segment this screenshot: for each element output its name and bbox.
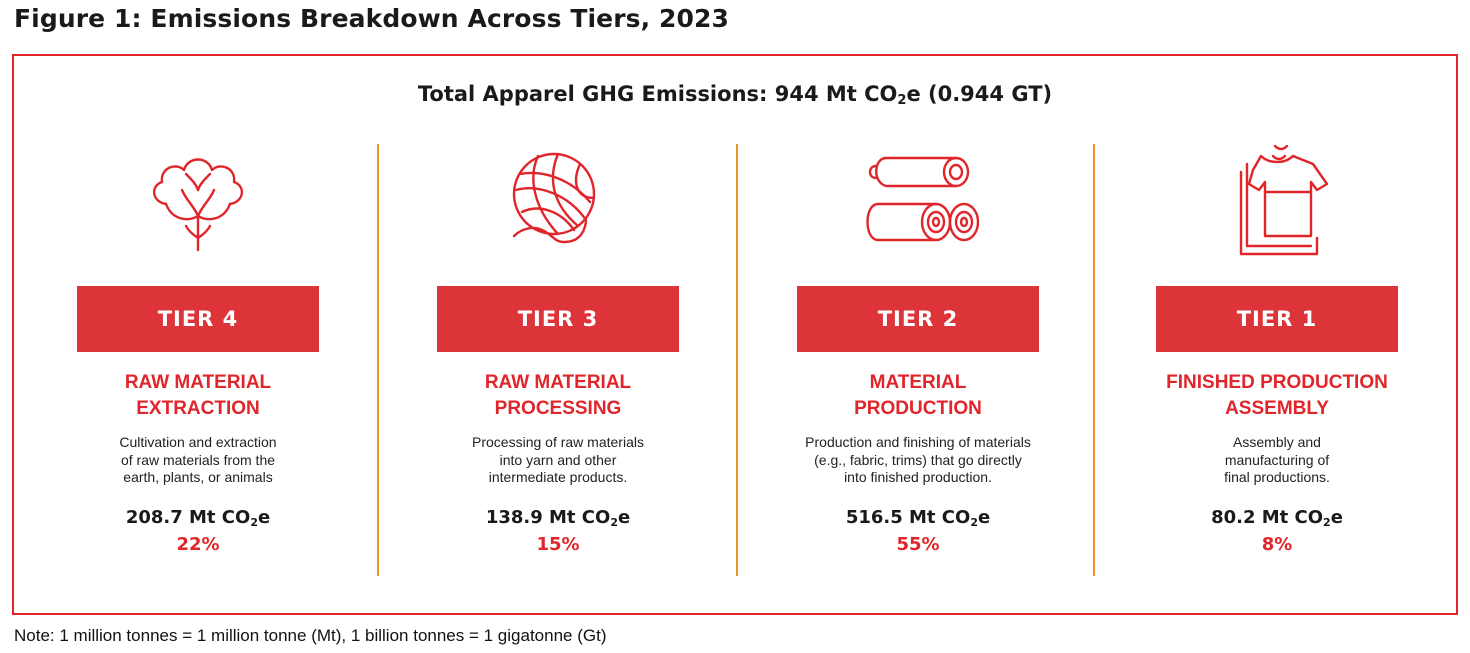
tier-emissions-value: 138.9 Mt CO2e: [485, 507, 631, 529]
tier-percent: 8%: [1261, 534, 1293, 555]
tier-label-box: TIER 2: [797, 286, 1039, 352]
figure-title: Figure 1: Emissions Breakdown Across Tie…: [14, 4, 730, 33]
tier-heading: RAW MATERIAL PROCESSING: [484, 372, 632, 419]
tier-description: Production and finishing of materials (e.…: [805, 434, 1031, 485]
tier-label-box: TIER 4: [77, 286, 319, 352]
tier-percent: 22%: [176, 534, 220, 555]
tier-emissions-value: 208.7 Mt CO2e: [125, 507, 271, 529]
tshirt-icon: [1217, 142, 1337, 262]
tier-emissions-value: 516.5 Mt CO2e: [845, 507, 991, 529]
tier-emissions-value: 80.2 Mt CO2e: [1211, 507, 1343, 529]
column-divider: [1093, 144, 1095, 576]
yarn-ball-icon: [498, 142, 618, 262]
tier-description: Processing of raw materials into yarn and…: [472, 434, 644, 485]
tier-label-box: TIER 1: [1156, 286, 1398, 352]
tier-label-box: TIER 3: [437, 286, 679, 352]
total-emissions: Total Apparel GHG Emissions: 944 Mt CO2e…: [417, 82, 1053, 108]
column-divider: [736, 144, 738, 576]
diagram-frame: Total Apparel GHG Emissions: 944 Mt CO2e…: [12, 54, 1458, 615]
fabric-rolls-icon: [858, 142, 980, 262]
column-divider: [377, 144, 379, 576]
tier-description: Assembly and manufacturing of final produc…: [1224, 434, 1330, 485]
cotton-icon: [138, 142, 258, 262]
tier-heading: FINISHED PRODUCTION ASSEMBLY: [1166, 372, 1388, 419]
tier-percent: 55%: [896, 534, 940, 555]
footnote: Note: 1 million tonnes = 1 million tonne…: [14, 626, 607, 645]
tier-heading: RAW MATERIAL EXTRACTION: [124, 372, 272, 419]
tier-description: Cultivation and extraction of raw materia…: [119, 434, 277, 485]
tier-heading: MATERIAL PRODUCTION: [854, 372, 982, 419]
tier-percent: 15%: [536, 534, 580, 555]
